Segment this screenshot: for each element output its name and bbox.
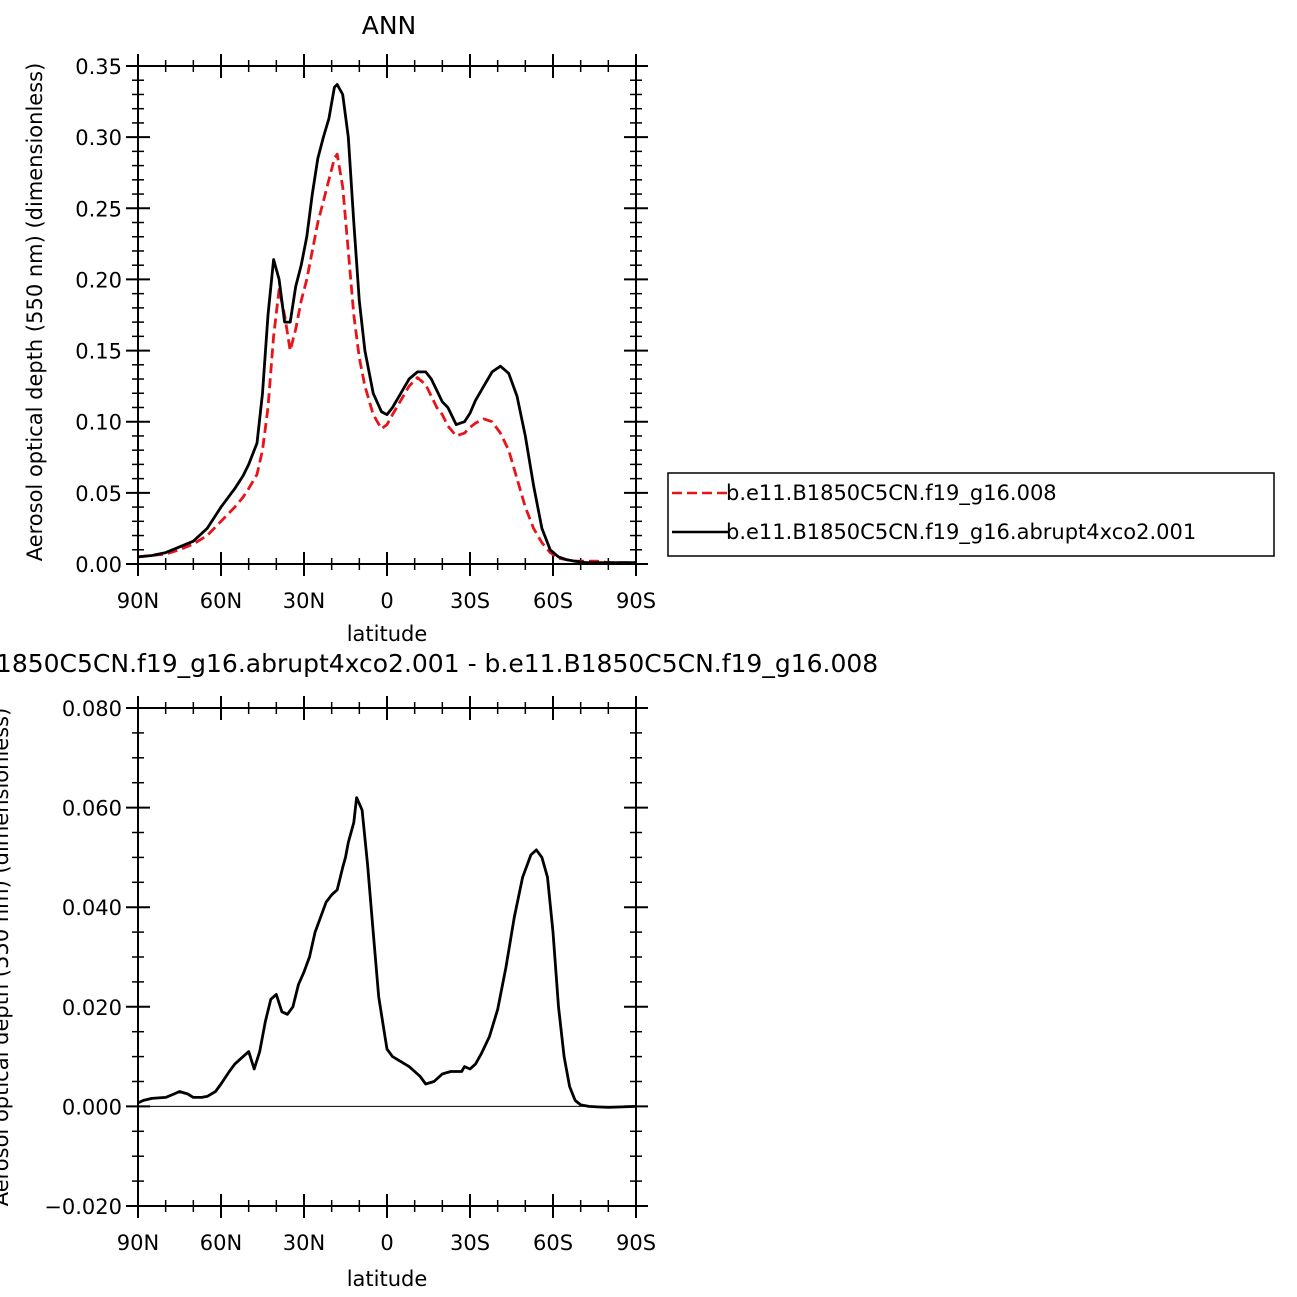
x-tick-label: 90N	[117, 589, 159, 613]
aod-annual-panel: ANN 90N 60N 30N 0 30S 60S 90S 0.00 0.05 0.10 0.15 0…	[23, 11, 656, 646]
legend-box	[667, 472, 1275, 557]
y-tick-label: 0.020	[62, 996, 122, 1020]
x-tick-label: 30S	[450, 1231, 490, 1255]
y-tick-label: −0.020	[44, 1195, 122, 1219]
x-tick-label: 0	[380, 589, 393, 613]
series-line-1	[137, 83, 636, 564]
x-tick-label: 60N	[200, 1231, 242, 1255]
difference-y-axis-label: Aerosol optical depth (550 nm) (dimensio…	[0, 708, 13, 1207]
chart-title: ANN	[362, 11, 417, 40]
aod-plot-area: 90N 60N 30N 0 30S 60S 90S 0.00 0.05 0.10 0.15 0.20 0…	[75, 54, 656, 613]
y-tick-label: 0.15	[75, 340, 122, 364]
plot-frame	[137, 65, 637, 565]
legend-label-control: b.e11.B1850C5CN.f19_g16.008	[726, 481, 1057, 506]
x-tick-label: 60S	[533, 1231, 573, 1255]
y-tick-label: 0.10	[75, 411, 122, 435]
y-tick-label: 0.30	[75, 126, 122, 150]
x-axis-label: latitude	[347, 622, 428, 646]
difference-plot-area: 90N 60N 30N 0 30S 60S 90S −0.020 0.000 0.020 0.040…	[44, 696, 656, 1255]
plot-frame	[137, 707, 637, 1207]
y-tick-label: 0.20	[75, 268, 122, 292]
x-tick-label: 0	[380, 1231, 393, 1255]
x-tick-label: 60N	[200, 589, 242, 613]
x-tick-label: 90S	[616, 1231, 656, 1255]
y-tick-label: 0.040	[62, 896, 122, 920]
difference-chart-title: b.e11.B1850C5CN.f19_g16.abrupt4xco2.001 …	[0, 649, 878, 678]
y-tick-label: 0.25	[75, 197, 122, 221]
aod-difference-panel: b.e11.B1850C5CN.f19_g16.abrupt4xco2.001 …	[0, 649, 878, 1291]
y-tick-label: 0.05	[75, 482, 122, 506]
y-tick-label: 0.00	[75, 553, 122, 577]
x-tick-label: 90N	[117, 1231, 159, 1255]
x-tick-label: 90S	[616, 589, 656, 613]
y-tick-label: 0.000	[62, 1095, 122, 1119]
y-tick-label: 0.35	[75, 55, 122, 79]
series-line-0	[137, 796, 637, 1109]
series-line-0	[137, 152, 636, 564]
y-tick-label: 0.080	[62, 697, 122, 721]
x-tick-label: 30N	[283, 589, 325, 613]
y-tick-label: 0.060	[62, 797, 122, 821]
x-tick-label: 30N	[283, 1231, 325, 1255]
x-tick-label: 60S	[533, 589, 573, 613]
x-tick-label: 30S	[450, 589, 490, 613]
legend-label-abrupt4xco2: b.e11.B1850C5CN.f19_g16.abrupt4xco2.001	[726, 520, 1196, 545]
difference-x-axis-label: latitude	[347, 1267, 428, 1291]
legend: b.e11.B1850C5CN.f19_g16.008 b.e11.B1850C…	[667, 472, 1275, 557]
y-axis-label: Aerosol optical depth (550 nm) (dimensio…	[23, 63, 47, 562]
